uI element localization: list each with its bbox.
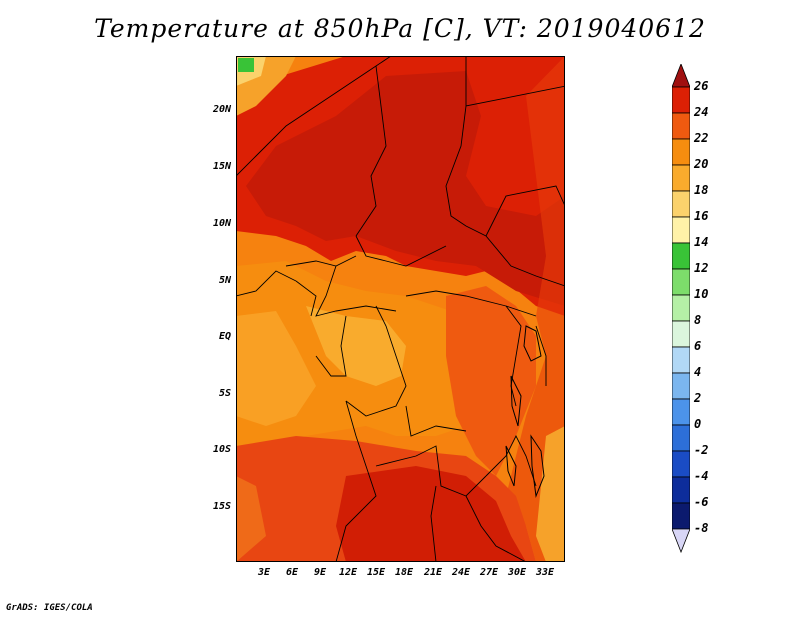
colorbar-bottom-triangle <box>672 528 690 554</box>
colorbar-segment <box>672 502 690 530</box>
colorbar-segment <box>672 216 690 244</box>
colorbar-label: 4 <box>694 365 702 379</box>
colorbar-segment <box>672 320 690 348</box>
colorbar-label: 2 <box>694 391 702 405</box>
colorbar-segment <box>672 398 690 426</box>
colorbar-segment <box>672 164 690 192</box>
lat-label-20n: 20N <box>212 104 231 115</box>
country-borders <box>236 56 565 562</box>
colorbar-segment <box>672 242 690 270</box>
zone-green-patch <box>238 58 254 72</box>
colorbar-label: -2 <box>694 443 709 457</box>
colorbar-label: 12 <box>694 261 709 275</box>
lat-label-5s: 5S <box>218 388 231 399</box>
colorbar-label: -6 <box>694 495 709 509</box>
lon-label-3e: 3E <box>257 567 271 578</box>
colorbar-segment <box>672 346 690 374</box>
lon-label-6e: 6E <box>285 567 299 578</box>
lat-label-10n: 10N <box>212 218 231 229</box>
zone-sahel-core <box>246 71 565 306</box>
lat-label-eq: EQ <box>218 331 231 342</box>
lon-label-27e: 27E <box>479 567 499 578</box>
lon-label-30e: 30E <box>507 567 527 578</box>
colorbar-segment <box>672 372 690 400</box>
lon-label-9e: 9E <box>313 567 327 578</box>
colorbar-segment <box>672 476 690 504</box>
colorbar-label: 14 <box>694 235 709 249</box>
lon-label-15e: 15E <box>366 567 386 578</box>
colorbar-label: 0 <box>694 417 702 431</box>
lat-label-10s: 10S <box>212 444 231 455</box>
colorbar-label: 22 <box>694 131 709 145</box>
colorbar <box>672 64 690 554</box>
colorbar-label: 24 <box>694 105 709 119</box>
zone-ea-orange <box>446 286 536 476</box>
colorbar-segment <box>672 450 690 478</box>
colorbar-label: 18 <box>694 183 709 197</box>
colorbar-segment <box>672 424 690 452</box>
zone-atlantic-mild <box>236 311 316 426</box>
colorbar-label: -8 <box>694 521 709 535</box>
colorbar-segment <box>672 138 690 166</box>
colorbar-label: 20 <box>694 157 709 171</box>
zone-interior-mild <box>306 306 406 386</box>
colorbar-top-triangle <box>672 64 690 88</box>
colorbar-label: 10 <box>694 287 709 301</box>
colorbar-label: 16 <box>694 209 709 223</box>
lon-label-21e: 21E <box>423 567 443 578</box>
chart-title: Temperature at 850hPa [C], VT: 201904061… <box>94 14 706 43</box>
lat-label-15s: 15S <box>212 501 231 512</box>
colorbar-segment <box>672 268 690 296</box>
temperature-map <box>236 56 565 562</box>
lat-label-5n: 5N <box>218 275 231 286</box>
colorbar-segment <box>672 112 690 140</box>
lon-label-12e: 12E <box>338 567 358 578</box>
grads-credit: GrADS: IGES/COLA <box>6 603 93 613</box>
lon-label-18e: 18E <box>394 567 414 578</box>
lon-label-33e: 33E <box>535 567 555 578</box>
lakes <box>505 325 545 498</box>
colorbar-segment <box>672 190 690 218</box>
colorbar-label: 6 <box>694 339 702 353</box>
colorbar-segment <box>672 86 690 114</box>
colorbar-segment <box>672 294 690 322</box>
zone-se-coast <box>536 426 565 562</box>
colorbar-label: 8 <box>694 313 702 327</box>
lon-label-24e: 24E <box>451 567 471 578</box>
colorbar-label: 26 <box>694 79 709 93</box>
lat-label-15n: 15N <box>212 161 231 172</box>
colorbar-label: -4 <box>694 469 709 483</box>
zone-sw-coast <box>236 476 266 562</box>
